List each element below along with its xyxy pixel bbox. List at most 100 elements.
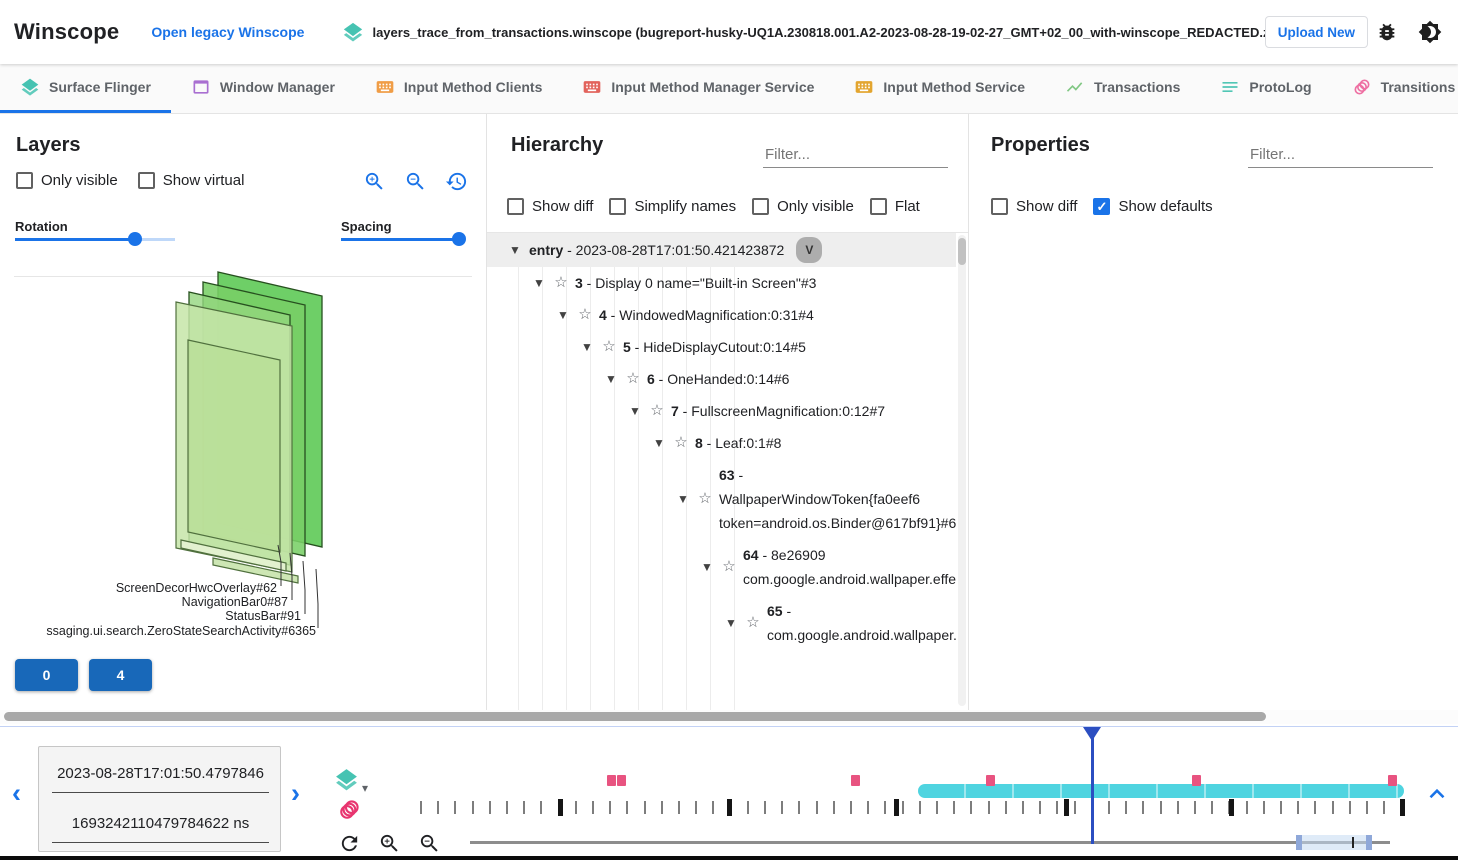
star-icon[interactable]: ☆ xyxy=(746,614,760,631)
tree-node-65[interactable]: ▼ ☆ 65 - com.google.android.wallpaper.effe… xyxy=(487,595,956,651)
tree-node-6[interactable]: ▼ ☆ 6 - OneHanded:0:14#6 xyxy=(487,363,956,395)
expand-arrow-icon[interactable]: ▼ xyxy=(557,308,569,322)
ns-timestamp-input[interactable] xyxy=(52,805,269,843)
expand-arrow-icon[interactable]: ▼ xyxy=(677,492,689,506)
transition-marker[interactable] xyxy=(617,775,626,786)
tree-node-label: 4 - WindowedMagnification:0:31#4 xyxy=(599,307,814,323)
hierarchy-scrollbar[interactable] xyxy=(958,235,966,706)
tab-input-method-manager-service[interactable]: Input Method Manager Service xyxy=(562,64,834,113)
tab-transactions[interactable]: Transactions xyxy=(1045,64,1200,113)
timeline-zoom-in-icon[interactable] xyxy=(378,832,401,855)
star-icon[interactable]: ☆ xyxy=(650,402,664,419)
scrollbar-thumb[interactable] xyxy=(4,712,1266,721)
tree-node-4[interactable]: ▼ ☆ 4 - WindowedMagnification:0:31#4 xyxy=(487,299,956,331)
expand-arrow-icon[interactable]: ▼ xyxy=(509,243,521,257)
show-diff-checkbox[interactable]: Show diff xyxy=(507,198,593,215)
transition-marker[interactable] xyxy=(1192,775,1201,786)
expand-arrow-icon[interactable]: ▼ xyxy=(725,616,737,630)
transition-marker[interactable] xyxy=(986,775,995,786)
show-diff-checkbox[interactable]: Show diff xyxy=(991,198,1077,215)
hierarchy-filter-input[interactable] xyxy=(763,142,948,168)
checkbox-icon[interactable] xyxy=(869,198,887,215)
transition-marker[interactable] xyxy=(607,775,616,786)
tree-node-entry[interactable]: ▼ entry - 2023-08-28T17:01:50.421423872 V xyxy=(487,233,956,267)
star-icon[interactable]: ☆ xyxy=(722,558,736,575)
tree-node-63[interactable]: ▼ ☆ 63 - WallpaperWindowToken{fa0eef6 toke… xyxy=(487,459,956,539)
dark-mode-toggle-icon[interactable] xyxy=(1418,20,1442,44)
star-icon[interactable]: ☆ xyxy=(602,338,616,355)
expand-arrow-icon[interactable]: ▼ xyxy=(605,372,617,386)
timeline-zoom-out-icon[interactable] xyxy=(418,832,441,855)
expand-arrow-icon[interactable]: ▼ xyxy=(653,436,665,450)
ruler-tick xyxy=(1245,801,1248,814)
tree-node-3[interactable]: ▼ ☆ 3 - Display 0 name="Built-in Screen"#3 xyxy=(487,267,956,299)
tree-node-64[interactable]: ▼ ☆ 64 - 8e26909 com.google.android.wallpa… xyxy=(487,539,956,595)
display-0-button[interactable]: 0 xyxy=(15,659,78,691)
reset-view-icon[interactable] xyxy=(445,170,468,193)
trace-select-dropdown-icon[interactable]: ▾ xyxy=(362,781,369,795)
star-icon[interactable]: ☆ xyxy=(554,274,568,291)
checkbox-icon[interactable] xyxy=(752,198,770,215)
star-icon[interactable]: ☆ xyxy=(698,490,712,507)
transition-marker[interactable] xyxy=(1388,775,1397,786)
timeline-ruler[interactable] xyxy=(412,799,1412,817)
only-visible-checkbox[interactable]: Only visible xyxy=(16,172,118,189)
checkbox-icon[interactable] xyxy=(16,172,33,189)
rotation-slider[interactable] xyxy=(15,232,175,246)
layers-3d-scene[interactable]: ScreenDecorHwcOverlay#62 NavigationBar0#… xyxy=(0,262,486,644)
tree-node-8[interactable]: ▼ ☆ 8 - Leaf:0:1#8 xyxy=(487,427,956,459)
spacing-slider[interactable] xyxy=(341,232,466,246)
star-icon[interactable]: ☆ xyxy=(578,306,592,323)
tree-node-label: 3 - Display 0 name="Built-in Screen"#3 xyxy=(575,275,817,291)
ruler-tick xyxy=(1039,801,1042,814)
ruler-tick xyxy=(540,801,543,814)
expand-arrow-icon[interactable]: ▼ xyxy=(581,340,593,354)
simplify-names-checkbox[interactable]: Simplify names xyxy=(609,198,736,215)
ruler-tick xyxy=(918,801,921,814)
sf-trace-coverage-band[interactable] xyxy=(918,784,1404,798)
display-4-button[interactable]: 4 xyxy=(89,659,152,691)
refresh-icon[interactable] xyxy=(338,832,361,855)
ruler-tick xyxy=(1194,801,1196,814)
checkbox-icon[interactable] xyxy=(137,172,155,189)
star-icon[interactable]: ☆ xyxy=(626,370,640,387)
star-icon[interactable]: ☆ xyxy=(674,434,688,451)
checkbox-checked-icon[interactable]: ✓ xyxy=(1093,198,1111,215)
tab-window-manager[interactable]: Window Manager xyxy=(171,64,355,113)
flat-checkbox[interactable]: Flat xyxy=(869,198,920,215)
checkbox-icon[interactable] xyxy=(609,198,627,215)
timeline-range-handle[interactable] xyxy=(1296,835,1372,850)
timeline-cursor-line[interactable] xyxy=(1091,728,1094,844)
human-timestamp-input[interactable] xyxy=(52,755,269,793)
expand-arrow-icon[interactable]: ▼ xyxy=(629,404,641,418)
tab-transitions[interactable]: Transitions xyxy=(1332,64,1458,113)
zoom-in-icon[interactable] xyxy=(363,170,386,193)
upload-new-button[interactable]: Upload New xyxy=(1264,16,1368,48)
prev-entry-chevron[interactable]: ‹ xyxy=(12,778,21,808)
expand-arrow-icon[interactable]: ▼ xyxy=(701,560,713,574)
open-legacy-winscope-link[interactable]: Open legacy Winscope xyxy=(151,24,305,40)
tree-node-label: 65 - com.google.android.wallpaper.effect… xyxy=(767,603,956,643)
show-defaults-checkbox[interactable]: ✓ Show defaults xyxy=(1093,198,1213,215)
tree-node-5[interactable]: ▼ ☆ 5 - HideDisplayCutout:0:14#5 xyxy=(487,331,956,363)
checkbox-icon[interactable] xyxy=(991,198,1008,215)
only-visible-checkbox[interactable]: Only visible xyxy=(752,198,854,215)
timeline-range-track[interactable] xyxy=(470,841,1390,844)
expand-arrow-icon[interactable]: ▼ xyxy=(533,276,545,290)
transitions-trace-icon[interactable] xyxy=(336,795,364,823)
collapse-timeline-icon[interactable] xyxy=(1424,781,1450,807)
tab-input-method-clients[interactable]: Input Method Clients xyxy=(355,64,562,113)
zoom-out-icon[interactable] xyxy=(404,170,427,193)
checkbox-icon[interactable] xyxy=(507,198,524,215)
tab-surface-flinger[interactable]: Surface Flinger xyxy=(0,64,171,113)
tab-input-method-service[interactable]: Input Method Service xyxy=(834,64,1045,113)
tree-node-7[interactable]: ▼ ☆ 7 - FullscreenMagnification:0:12#7 xyxy=(487,395,956,427)
bug-report-icon[interactable] xyxy=(1376,21,1398,43)
tab-protolog[interactable]: ProtoLog xyxy=(1200,64,1331,113)
next-entry-chevron[interactable]: › xyxy=(291,778,300,808)
scene-label: ssaging.ui.search.ZeroStateSearchActivit… xyxy=(46,624,316,638)
transition-marker[interactable] xyxy=(851,775,860,786)
show-virtual-checkbox[interactable]: Show virtual xyxy=(137,172,244,189)
sf-trace-layers-icon[interactable] xyxy=(334,767,359,792)
properties-filter-input[interactable] xyxy=(1248,142,1433,168)
